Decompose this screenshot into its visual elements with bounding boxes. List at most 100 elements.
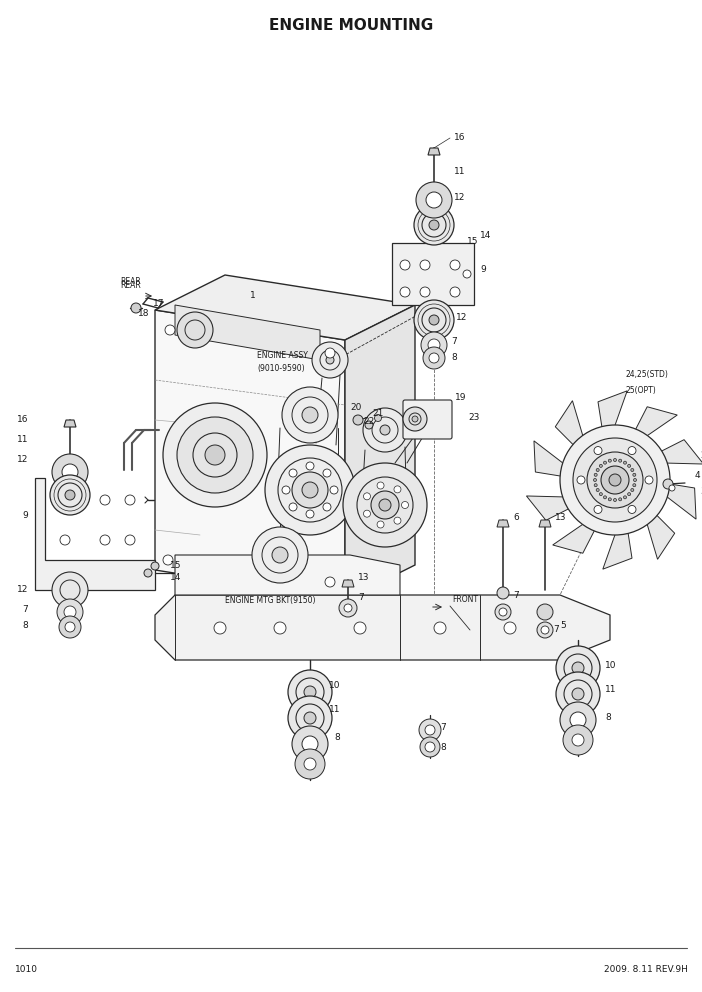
Polygon shape (640, 439, 702, 464)
Circle shape (306, 462, 314, 470)
Circle shape (353, 415, 363, 425)
Text: ENGINE ASSY: ENGINE ASSY (257, 350, 308, 359)
Text: 12: 12 (454, 193, 465, 202)
Circle shape (573, 438, 657, 522)
Circle shape (52, 572, 88, 608)
Text: 14: 14 (170, 573, 181, 582)
Circle shape (572, 688, 584, 700)
Circle shape (425, 725, 435, 735)
Text: 16: 16 (17, 416, 28, 425)
Circle shape (596, 488, 600, 491)
Text: 3: 3 (700, 487, 702, 497)
Circle shape (499, 608, 507, 616)
Text: 22: 22 (363, 418, 374, 427)
Circle shape (618, 459, 622, 462)
Text: 7: 7 (22, 605, 28, 614)
Polygon shape (539, 520, 551, 527)
Circle shape (537, 622, 553, 638)
Circle shape (282, 387, 338, 443)
Circle shape (100, 495, 110, 505)
Text: 1010: 1010 (15, 965, 38, 974)
Circle shape (163, 555, 173, 565)
Circle shape (463, 270, 471, 278)
Polygon shape (526, 496, 590, 521)
Circle shape (304, 686, 316, 698)
Circle shape (495, 604, 511, 620)
Circle shape (633, 478, 637, 481)
Circle shape (292, 726, 328, 762)
FancyBboxPatch shape (403, 400, 452, 439)
Circle shape (419, 719, 441, 741)
Text: 23: 23 (468, 414, 479, 423)
Text: REAR: REAR (120, 278, 140, 287)
Circle shape (59, 616, 81, 638)
Circle shape (593, 478, 597, 481)
Circle shape (177, 312, 213, 348)
Bar (392, 243, 474, 305)
Circle shape (628, 506, 636, 514)
Circle shape (631, 488, 634, 491)
Circle shape (450, 287, 460, 297)
Circle shape (272, 547, 288, 563)
Circle shape (628, 446, 636, 454)
Circle shape (326, 356, 334, 364)
Polygon shape (640, 498, 675, 559)
Text: 16: 16 (454, 134, 465, 143)
Circle shape (252, 527, 308, 583)
Circle shape (614, 458, 616, 461)
Circle shape (421, 332, 447, 358)
Circle shape (414, 300, 454, 340)
Circle shape (364, 510, 371, 517)
Circle shape (363, 408, 407, 452)
Circle shape (541, 626, 549, 634)
Text: (9010-9590): (9010-9590) (257, 363, 305, 373)
Circle shape (325, 348, 335, 358)
Circle shape (633, 484, 636, 487)
Circle shape (450, 260, 460, 270)
Circle shape (594, 446, 602, 454)
Text: 11: 11 (329, 705, 340, 714)
Circle shape (282, 486, 290, 494)
Circle shape (125, 495, 135, 505)
Circle shape (304, 758, 316, 770)
Circle shape (614, 499, 616, 502)
Polygon shape (342, 580, 354, 587)
Polygon shape (603, 509, 632, 569)
Text: 15: 15 (170, 561, 182, 570)
Circle shape (504, 622, 516, 634)
Text: 11: 11 (605, 685, 616, 694)
Circle shape (100, 535, 110, 545)
Circle shape (631, 468, 634, 471)
Text: 7: 7 (553, 626, 559, 635)
Polygon shape (64, 420, 76, 427)
Circle shape (377, 521, 384, 528)
Circle shape (609, 459, 611, 462)
Polygon shape (35, 478, 155, 590)
Polygon shape (345, 305, 415, 600)
Polygon shape (175, 555, 400, 595)
Text: 7: 7 (513, 591, 519, 600)
Text: 2: 2 (700, 450, 702, 459)
Circle shape (604, 461, 607, 464)
Circle shape (594, 484, 597, 487)
Circle shape (214, 622, 226, 634)
Text: 2009. 8.11 REV.9H: 2009. 8.11 REV.9H (604, 965, 688, 974)
Circle shape (420, 287, 430, 297)
Circle shape (628, 493, 630, 496)
Text: 5: 5 (560, 621, 566, 630)
Circle shape (412, 416, 418, 422)
Text: 21: 21 (372, 409, 383, 418)
Circle shape (596, 468, 600, 471)
Circle shape (628, 464, 630, 467)
Polygon shape (624, 407, 677, 451)
Text: 19: 19 (455, 394, 467, 403)
Circle shape (601, 466, 629, 494)
Circle shape (594, 473, 597, 476)
Circle shape (400, 260, 410, 270)
Circle shape (423, 347, 445, 369)
Circle shape (609, 474, 621, 486)
Circle shape (420, 737, 440, 757)
Text: 4: 4 (695, 471, 701, 480)
Text: 18: 18 (138, 309, 150, 317)
Text: 9: 9 (22, 511, 28, 520)
